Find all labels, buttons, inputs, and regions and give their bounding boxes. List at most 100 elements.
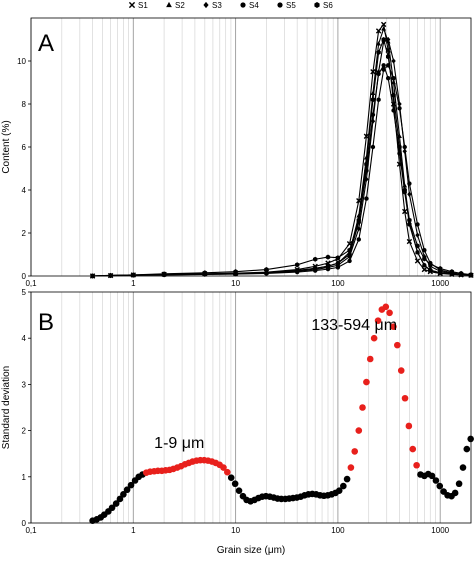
series-line-s4 — [92, 64, 472, 277]
data-point — [422, 248, 427, 253]
x-tick-label: 100 — [331, 279, 345, 288]
x-tick-label: 1 — [131, 279, 136, 288]
data-point — [90, 273, 95, 279]
legend-marker-s6 — [314, 2, 320, 8]
data-point — [340, 482, 347, 490]
data-point — [363, 133, 370, 139]
panel-b-points — [89, 303, 474, 524]
data-point — [463, 445, 471, 453]
series-line-s2 — [92, 27, 472, 277]
data-point-highlighted — [401, 394, 409, 402]
data-point — [381, 63, 386, 68]
data-point-highlighted — [220, 464, 227, 471]
x-tick-label: 10 — [231, 279, 240, 288]
data-point — [415, 232, 420, 238]
data-point — [391, 76, 396, 81]
annotation-1-9-um: 1-9 μm — [154, 435, 204, 452]
data-point — [438, 270, 443, 275]
data-point — [414, 258, 421, 264]
x-tick-label: 100 — [331, 526, 345, 535]
data-point-highlighted — [374, 317, 382, 324]
data-point — [343, 475, 351, 483]
data-point — [397, 151, 402, 156]
data-point — [313, 256, 318, 262]
x-axis-label: Grain size (μm) — [217, 545, 286, 556]
series-s5 — [90, 63, 474, 279]
data-point — [347, 247, 352, 253]
x-tick-label: 0,1 — [25, 526, 37, 535]
data-point — [295, 262, 300, 268]
data-point — [370, 69, 376, 75]
panel-a-y-axis-label: Content (%) — [1, 120, 12, 173]
legend-label-s1: S1 — [138, 1, 148, 10]
data-point — [376, 49, 381, 55]
data-point — [325, 263, 331, 269]
data-point — [421, 266, 428, 273]
data-point — [161, 271, 167, 277]
data-point — [335, 255, 341, 261]
y-tick-label: 8 — [22, 100, 27, 109]
x-tick-label: 1000 — [431, 279, 449, 288]
data-point — [313, 266, 318, 271]
data-point — [108, 272, 113, 278]
data-point — [432, 477, 440, 484]
data-point — [407, 191, 412, 197]
legend-marker-s5 — [277, 2, 283, 8]
panel-a-label: A — [38, 30, 54, 57]
data-point — [264, 267, 269, 273]
data-point-highlighted — [355, 427, 363, 434]
panel-a-y-ticks: 0 2 4 6 8 10 — [17, 57, 31, 281]
y-tick-label: 3 — [22, 380, 27, 389]
data-point — [347, 258, 352, 264]
data-point — [131, 272, 136, 278]
data-point — [449, 269, 455, 275]
data-point — [455, 480, 463, 488]
data-point — [294, 268, 300, 273]
y-tick-label: 2 — [22, 229, 27, 238]
data-point — [123, 486, 131, 494]
data-point — [415, 250, 420, 255]
data-point — [458, 270, 464, 276]
data-point — [376, 71, 381, 77]
data-point — [436, 482, 444, 490]
data-point — [397, 106, 402, 111]
data-point — [325, 266, 331, 272]
data-point — [438, 265, 443, 272]
data-point-highlighted — [409, 445, 417, 453]
data-point — [422, 256, 427, 262]
legend: S1 S2 S3 S4 S5 S6 — [128, 1, 333, 10]
data-point-highlighted — [370, 334, 378, 342]
data-point-highlighted — [366, 355, 374, 363]
annotation-133-594-um: 133-594 μm — [311, 317, 397, 334]
data-point — [116, 495, 124, 503]
panel-a: 0 2 4 6 8 10 A Content (%) — [1, 17, 474, 281]
data-point — [391, 92, 396, 98]
data-point-highlighted — [397, 367, 405, 374]
data-point — [347, 252, 352, 257]
legend-marker-s2 — [166, 1, 172, 8]
x-tick-label: 0,1 — [25, 279, 37, 288]
legend-label-s4: S4 — [249, 1, 259, 10]
panel-b-y-axis-label: Standard deviation — [1, 366, 12, 449]
data-point — [415, 243, 420, 249]
y-tick-label: 2 — [22, 427, 27, 436]
legend-marker-s4 — [240, 2, 246, 8]
data-point-highlighted — [413, 461, 420, 469]
x-tick-label: 10 — [231, 526, 240, 535]
panel-b-label: B — [38, 309, 54, 336]
data-point — [108, 504, 116, 512]
data-point — [402, 208, 408, 215]
y-tick-label: 10 — [17, 57, 26, 66]
data-point — [335, 487, 343, 494]
data-point-highlighted — [351, 448, 359, 455]
data-point — [335, 265, 341, 270]
data-point — [380, 21, 387, 28]
data-point — [364, 161, 369, 167]
data-point — [381, 26, 387, 31]
panel-b: 0 1 2 3 4 5 B Standard deviation Grain size (… — [1, 288, 474, 556]
data-point — [235, 487, 243, 494]
x-tick-label: 1000 — [431, 526, 449, 535]
y-tick-label: 4 — [22, 186, 27, 195]
